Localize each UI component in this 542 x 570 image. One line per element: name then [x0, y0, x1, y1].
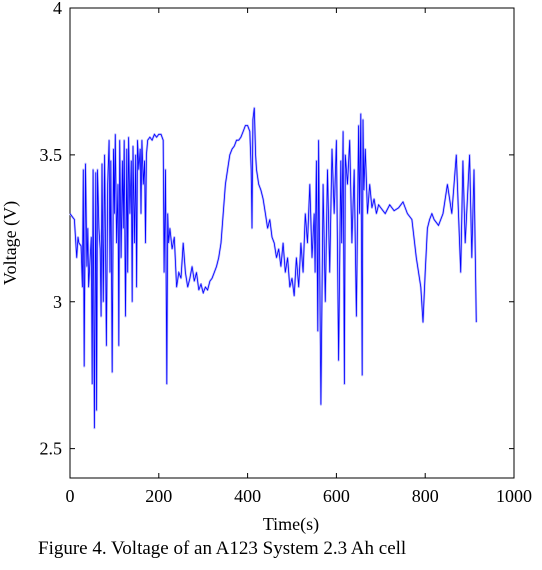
y-tick-label: 3: [53, 292, 62, 312]
x-axis-title: Time(s): [263, 514, 319, 535]
y-axis-ticks: 2.5 3 3.5 4: [40, 0, 514, 459]
y-axis-title: Voltage (V): [0, 201, 21, 285]
x-tick-label: 600: [323, 486, 350, 506]
x-tick-label: 1000: [496, 486, 532, 506]
series-band: [69, 106, 478, 430]
x-axis-ticks: 0 200 400 600 800 1000: [66, 8, 532, 506]
series-fill-layer: [69, 106, 478, 430]
y-tick-label: 4: [53, 0, 62, 18]
plot-area-frame: [69, 7, 515, 479]
y-tick-label: 2.5: [40, 439, 63, 459]
voltage-series-line: [69, 107, 477, 429]
x-tick-label: 400: [234, 486, 261, 506]
x-tick-label: 200: [145, 486, 172, 506]
figure-caption: Figure 4. Voltage of an A123 System 2.3 …: [38, 538, 407, 559]
series-line-layer: [69, 107, 477, 429]
y-tick-label: 3.5: [40, 145, 63, 165]
x-tick-label: 800: [412, 486, 439, 506]
x-tick-label: 0: [66, 486, 75, 506]
